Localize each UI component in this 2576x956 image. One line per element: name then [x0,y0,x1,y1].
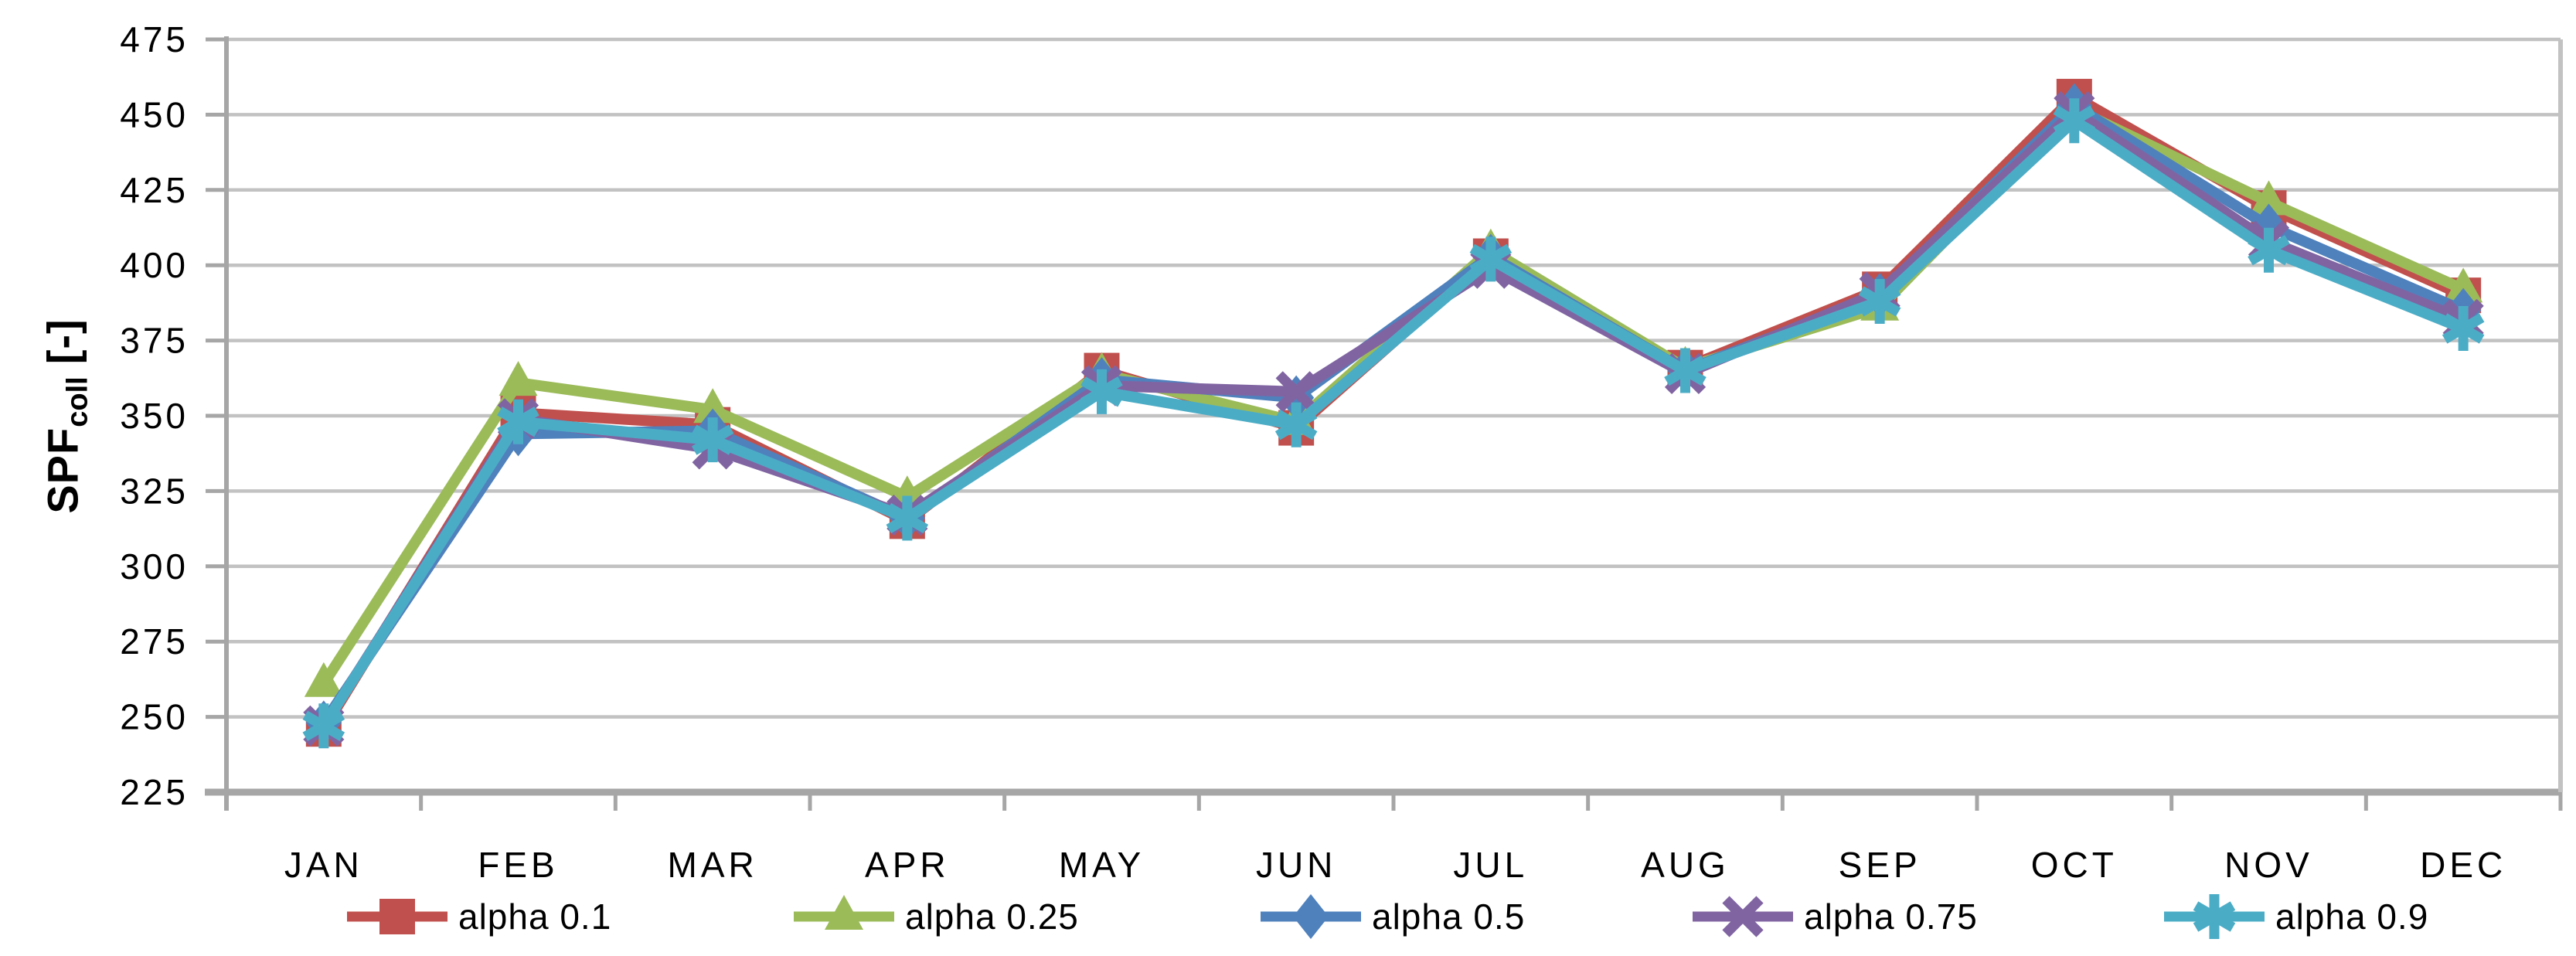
datapoint-alpha-0-9-jan-asterisk-marker [302,703,345,749]
legend-item-alpha-0-1: alpha 0.1 [347,896,611,937]
datapoint-alpha-0-25-jan-triangle-marker [304,662,343,697]
legend-alpha-0-9-asterisk-marker [2193,894,2236,939]
y-tick-label-325: 325 [120,471,189,511]
x-category-label-jun: JUN [1256,845,1336,885]
y-tick-label-300: 300 [120,546,189,587]
legend-alpha-0-75-x-marker [1722,896,1764,937]
legend-alpha-0-1-square-marker [379,899,415,934]
x-category-label-sep: SEP [1839,845,1921,885]
datapoint-alpha-0-9-may-asterisk-marker [1080,369,1123,414]
legend-item-alpha-0-75: alpha 0.75 [1693,896,1978,937]
datapoint-alpha-0-25-dec-triangle-marker [2444,267,2483,303]
legend-item-alpha-0-9: alpha 0.9 [2164,894,2428,939]
datapoint-alpha-0-9-apr-asterisk-marker [886,495,929,541]
legend-label-alpha-0-5: alpha 0.5 [1372,896,1525,937]
y-tick-label-225: 225 [120,772,189,812]
legend-item-alpha-0-5: alpha 0.5 [1261,894,1525,939]
y-tick-label-425: 425 [120,170,189,210]
datapoint-alpha-0-75-jun-x-marker [1275,371,1317,413]
datapoint-alpha-0-9-feb-asterisk-marker [497,399,539,444]
y-tick-label-375: 375 [120,321,189,361]
datapoint-alpha-0-9-nov-asterisk-marker [2248,227,2290,273]
x-category-label-feb: FEB [478,845,558,885]
datapoint-alpha-0-25-nov-triangle-marker [2249,180,2288,216]
datapoint-alpha-0-9-jul-asterisk-marker [1469,236,1513,282]
datapoint-alpha-0-25-feb-triangle-marker [499,361,538,396]
series-line-alpha-0-75 [318,106,2469,732]
legend-label-alpha-0-1: alpha 0.1 [458,896,611,937]
y-tick-label-450: 450 [120,94,189,134]
x-category-label-oct: OCT [2031,845,2118,885]
x-category-label-dec: DEC [2420,845,2506,885]
legend-label-alpha-0-25: alpha 0.25 [905,896,1079,937]
x-category-label-may: MAY [1059,845,1145,885]
legend-label-alpha-0-75: alpha 0.75 [1804,896,1978,937]
legend-alpha-0-5-diamond-marker [1293,894,1329,939]
series-line-alpha-0-25 [318,103,2469,689]
x-category-label-jan: JAN [284,845,363,885]
datapoint-alpha-0-25-mar-triangle-marker [693,388,733,424]
datapoint-alpha-0-9-mar-asterisk-marker [691,417,734,463]
y-tick-label-475: 475 [120,19,189,60]
series-alpha-0-9 [302,98,2485,749]
y-tick-label-275: 275 [120,621,189,662]
datapoint-alpha-0-9-sep-asterisk-marker [1858,278,1901,324]
x-category-label-mar: MAR [668,845,758,885]
x-category-label-aug: AUG [1641,845,1730,885]
x-category-label-jul: JUL [1453,845,1528,885]
y-tick-label-350: 350 [120,396,189,436]
legend-alpha-0-25-triangle-marker [825,895,863,930]
datapoint-alpha-0-9-jun-asterisk-marker [1274,402,1318,447]
series-line-alpha-0-9 [318,115,2469,732]
x-category-label-nov: NOV [2224,845,2313,885]
legend-label-alpha-0-9: alpha 0.9 [2275,896,2428,937]
datapoint-alpha-0-9-oct-asterisk-marker [2053,98,2096,144]
x-category-label-apr: APR [865,845,950,885]
datapoint-alpha-0-9-aug-asterisk-marker [1664,348,1707,393]
y-tick-label-400: 400 [120,245,189,285]
datapoint-alpha-0-9-dec-asterisk-marker [2442,306,2485,352]
legend-item-alpha-0-25: alpha 0.25 [794,895,1079,937]
y-tick-label-250: 250 [120,697,189,737]
